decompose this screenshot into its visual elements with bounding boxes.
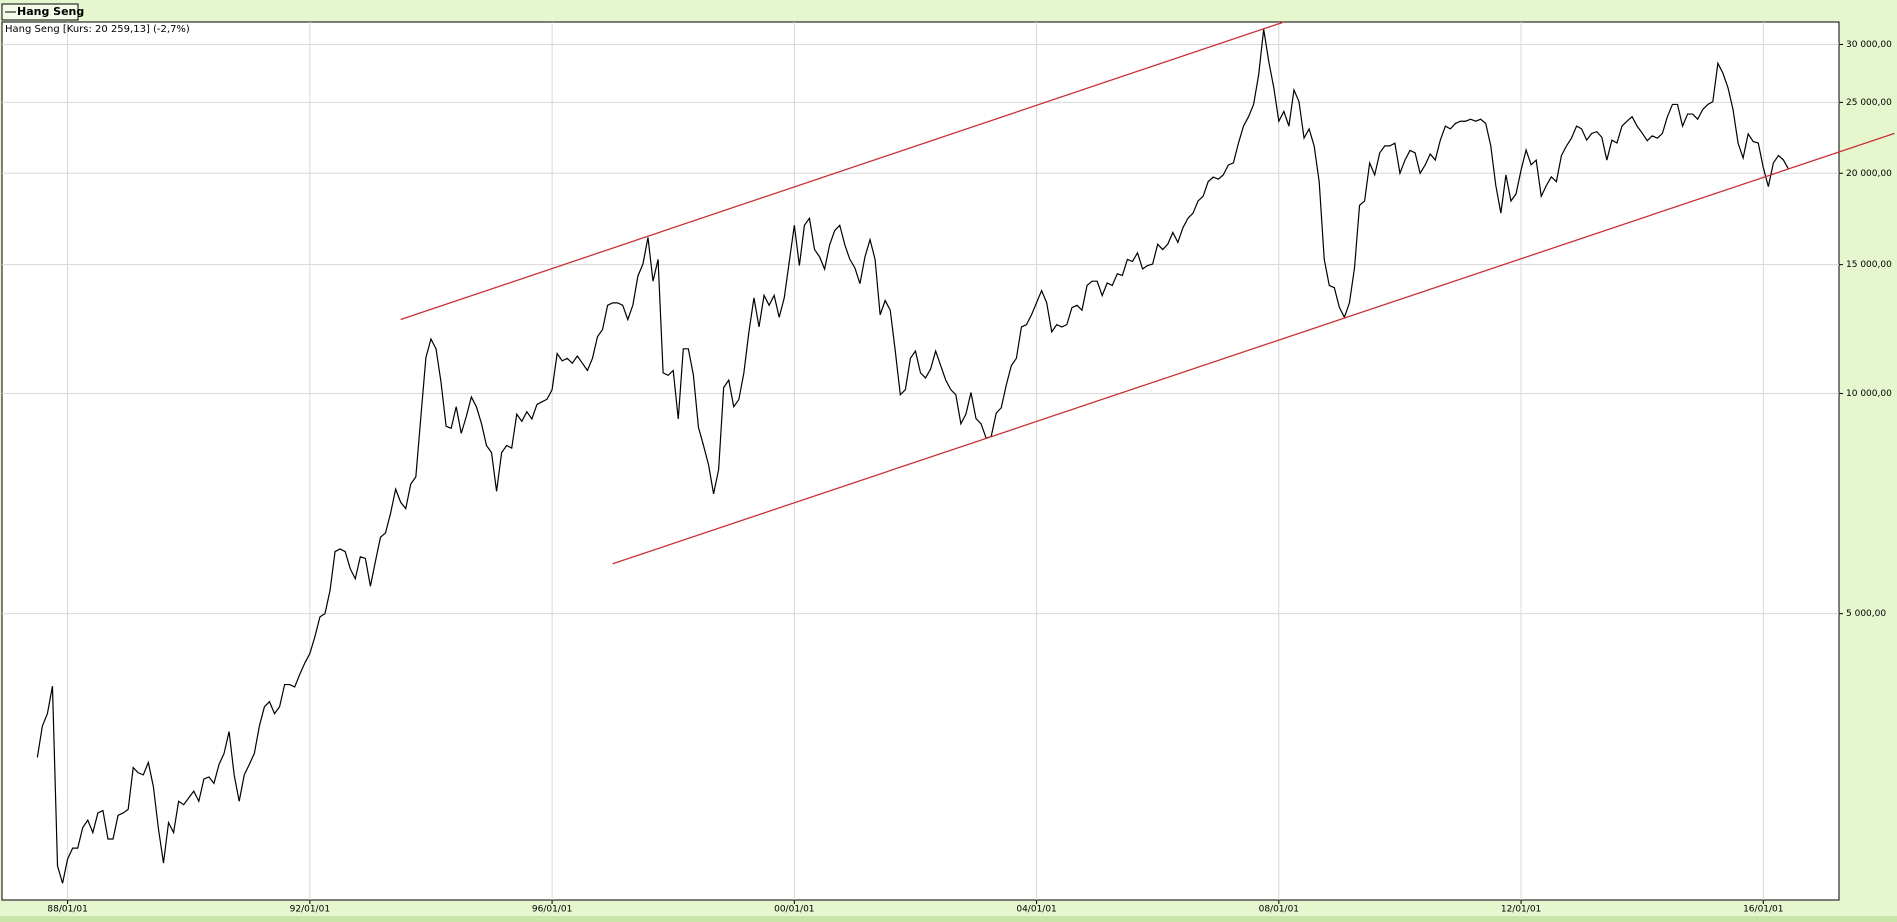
labels: 5 000,00 10 000,00 15 000,00 20 000,00 25 00… — [47, 40, 1892, 915]
line-series — [36, 29, 1790, 884]
legend — [1, 3, 79, 21]
y-tick-label: 15 000,00 — [1846, 260, 1892, 270]
x-tick-label: 16/01/01 — [1743, 905, 1783, 915]
legend-label: Hang Seng — [17, 5, 84, 18]
x-tick-label: 00/01/01 — [774, 905, 814, 915]
y-tick-label: 25 000,00 — [1846, 98, 1892, 108]
status-bar — [0, 916, 1897, 922]
grid — [2, 22, 1843, 904]
trend-line — [612, 132, 1895, 565]
x-tick-label: 04/01/01 — [1016, 905, 1056, 915]
x-tick-label: 92/01/01 — [290, 905, 330, 915]
x-tick-label: 12/01/01 — [1501, 905, 1541, 915]
y-tick-label: 10 000,00 — [1846, 389, 1892, 399]
y-tick-label: 30 000,00 — [1846, 40, 1892, 50]
x-tick-label: 08/01/01 — [1259, 905, 1299, 915]
trend-line — [400, 21, 1285, 321]
x-tick-label: 88/01/01 — [47, 905, 87, 915]
y-tick-label: 5 000,00 — [1846, 609, 1886, 619]
x-tick-label: 96/01/01 — [532, 905, 572, 915]
chart-subtitle: Hang Seng [Kurs: 20 259,13] (-2,7%) — [5, 24, 190, 35]
marks — [36, 21, 1895, 884]
y-tick-label: 20 000,00 — [1846, 169, 1892, 179]
